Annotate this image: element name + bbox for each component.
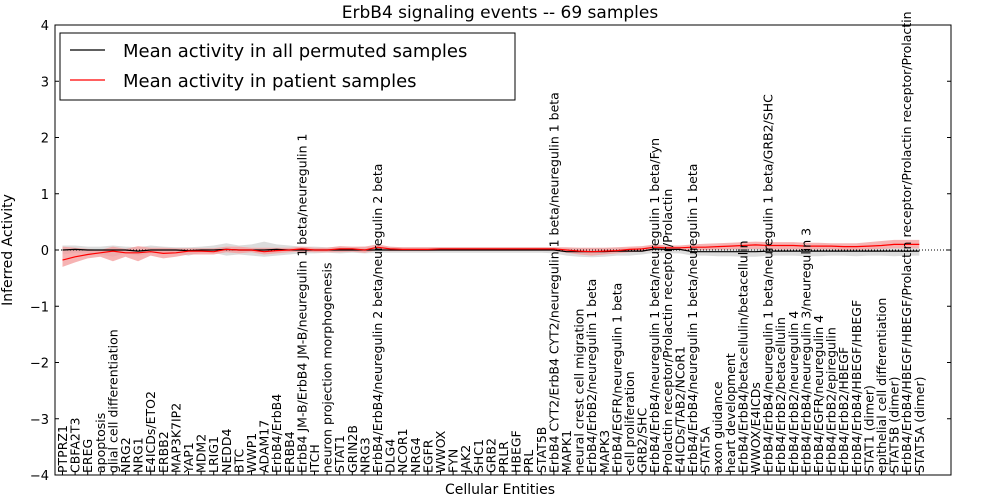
x-tick-label: MAP3K7IP2: [168, 403, 183, 473]
x-tick-label: WWOX/E4ICDs: [748, 382, 763, 473]
x-tick-label: DLG4: [383, 439, 398, 473]
x-tick-label: CBFA2T3: [68, 418, 83, 473]
x-tick-label: Prolactin receptor/Prolactin receptor/Pr…: [660, 189, 675, 473]
x-tick-label: JAK2: [458, 445, 473, 474]
x-tick-label: PRL: [521, 450, 536, 473]
x-tick-label: GRIN2B: [345, 425, 360, 473]
y-tick-label: 2: [41, 132, 49, 147]
x-tick-label: ErbB4/ErbB2/HBEGF: [836, 347, 851, 473]
x-tick-label: FYN: [446, 449, 461, 473]
legend-box: [59, 32, 516, 101]
x-tick-label: ErbB4/ErbB4/neuregulin 1 beta/neuregulin…: [685, 164, 700, 473]
x-tick-label: NRG1: [131, 437, 146, 473]
x-tick-label: ErbB4/ErbB4: [269, 394, 284, 473]
chart-title: ErbB4 signaling events -- 69 samples: [342, 3, 659, 23]
x-tick-label: ErbB4/EGFR/neuregulin 1 beta: [609, 283, 624, 473]
x-tick-label: neural crest cell migration: [572, 309, 587, 473]
x-tick-label: PRLR: [496, 441, 511, 473]
x-tick-label: ErbB4/ErbB4/neuregulin 3/neuregulin 3: [798, 228, 813, 473]
x-tick-label: ErbB4 CYT2/ErbB4 CYT2/neuregulin 1 beta/…: [546, 92, 561, 473]
x-tick-label: ErbB4/ErbB4/neuregulin 1 beta/neuregulin…: [647, 138, 662, 473]
x-tick-label: E4ICDs/ETO2: [143, 391, 158, 473]
series-line-0: [62, 248, 920, 253]
x-tick-label: NCOR1: [395, 428, 410, 473]
x-tick-label: STAT5B: [534, 427, 549, 473]
y-tick-label: −1: [30, 300, 49, 315]
x-tick-label: YAP1: [181, 442, 196, 474]
x-tick-label: ErbB4/ErbB4/HBEGF/HBEGF: [849, 300, 864, 473]
legend: Mean activity in all permuted samples Me…: [59, 32, 516, 101]
x-tick-label: MAPK3: [597, 430, 612, 473]
x-tick-label: GRB2: [483, 438, 498, 473]
y-tick-label: 1: [41, 188, 49, 203]
legend-permuted-label: Mean activity in all permuted samples: [123, 41, 467, 62]
y-axis-label: Inferred Activity: [0, 194, 16, 306]
x-tick-label: heart development: [723, 353, 738, 473]
y-tick-label: −2: [30, 357, 49, 372]
x-tick-label: NRG2: [118, 437, 133, 473]
x-tick-label: ErbB4 JM-B/ErbB4 JM-B/neuregulin 1 beta/…: [294, 134, 309, 473]
x-tick-label: STAT1 (dimer): [861, 385, 876, 473]
series-line-1: [62, 243, 920, 261]
x-tick-label: ErbB4/ErbB2/neuregulin 1 beta: [584, 279, 599, 473]
y-tick-label: 0: [41, 244, 49, 259]
x-tick-label: ADAM17: [257, 420, 272, 473]
x-tick-label: ErbB4/ErbB2/epiregulin: [824, 327, 839, 473]
x-tick-label: GRB2/SHC: [635, 408, 650, 473]
x-tick-label: ERBB4: [282, 431, 297, 473]
legend-patient-label: Mean activity in patient samples: [123, 71, 417, 92]
x-tick-label: ErbB4/ErbB2/neuregulin 4: [786, 311, 801, 473]
x-tick-label: apoptosis: [93, 413, 108, 473]
y-tick-label: −3: [30, 413, 49, 428]
x-tick-label: glial cell differentiation: [105, 329, 120, 473]
x-tick-label: SHC1: [471, 439, 486, 473]
x-tick-label: ErbB4/ErbB4/neuregulin 1 beta/neuregulin…: [761, 94, 776, 473]
x-tick-label: STAT5B (dimer): [887, 377, 902, 473]
x-tick-label: WWP1: [244, 433, 259, 473]
x-tick-label: LRIG1: [206, 436, 221, 473]
x-axis-label: Cellular Entities: [445, 482, 555, 498]
x-tick-label: NRG4: [408, 437, 423, 473]
x-tick-label: STAT5A (dimer): [912, 377, 927, 473]
y-tick-label: 3: [41, 75, 49, 90]
y-tick-label: 4: [41, 19, 49, 34]
x-tick-label: WWOX: [433, 430, 448, 473]
x-tick-label: ErbB4/ErbB4/betacellulin/betacellulin: [735, 240, 750, 473]
x-tick-label: MDM2: [194, 434, 209, 473]
x-tick-label: epithelial cell differentiation: [874, 298, 889, 473]
x-tick-label: E4ICDs/TAB2/NCoR1: [672, 346, 687, 473]
x-tick-label: axon guidance: [710, 381, 725, 473]
x-tick-label: ITCH: [307, 444, 322, 473]
x-tick-label: ErbB4/ErbB4/neuregulin 2 beta/neuregulin…: [370, 164, 385, 473]
x-tick-label: ErbB4/ErbB4/HBEGF/HBEGF/Prolactin recept…: [899, 11, 914, 473]
x-tick-label: PTPRZ1: [55, 425, 70, 473]
x-tick-label: EGFR: [420, 439, 435, 473]
x-tick-label: ERBB2: [156, 431, 171, 473]
x-tick-label: NRG3: [357, 437, 372, 473]
x-tick-label: ErbB4/EGFR/neuregulin 4: [811, 315, 826, 473]
plot-frame: [54, 24, 952, 476]
x-tick-label: STAT5A: [698, 426, 713, 473]
x-tick-label: ErbB4/ErbB2/betacellulin: [773, 317, 788, 473]
x-tick-label: STAT1: [332, 435, 347, 473]
x-tick-label: EREG: [80, 439, 95, 473]
x-tick-label: cell proliferation: [622, 371, 637, 473]
x-tick-label: BTC: [231, 449, 246, 473]
x-tick-label: MAPK1: [559, 430, 574, 473]
x-tick-label: neuron projection morphogenesis: [320, 262, 335, 473]
x-tick-label: NEDD4: [219, 429, 234, 473]
y-tick-label: −4: [30, 469, 49, 484]
x-tick-label: HBEGF: [509, 430, 524, 473]
